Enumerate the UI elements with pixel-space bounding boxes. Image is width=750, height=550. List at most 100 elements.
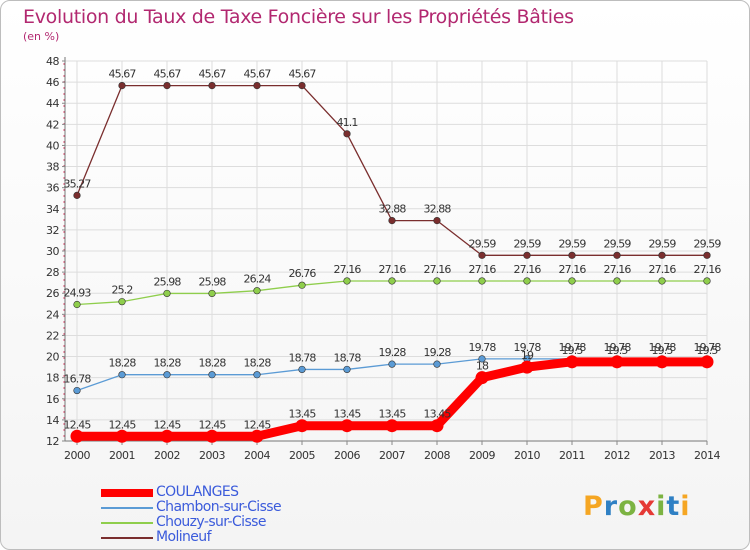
data-label: 19.5 [697, 344, 719, 357]
data-label: 45.67 [154, 68, 182, 81]
data-label: 27.16 [559, 263, 587, 276]
data-label: 18.28 [199, 357, 227, 370]
y-tick-label: 28 [46, 266, 59, 279]
data-label: 45.67 [109, 68, 137, 81]
data-label: 12.45 [244, 418, 272, 431]
y-tick-label: 40 [46, 139, 59, 152]
point-coulanges [385, 419, 399, 433]
legend-swatch [101, 507, 153, 509]
point-series-2 [118, 298, 126, 306]
point-series-1 [253, 371, 261, 379]
y-tick-label: 42 [46, 118, 59, 131]
point-series-3 [658, 251, 666, 259]
legend-swatch [101, 537, 153, 539]
logo-letter: o [618, 491, 638, 522]
data-label: 18 [476, 360, 489, 373]
data-label: 18.28 [109, 357, 137, 370]
x-tick-label: 2009 [469, 449, 495, 462]
x-tick-label: 2008 [424, 449, 450, 462]
logo-letter: x [637, 491, 657, 522]
x-tick-label: 2001 [109, 449, 135, 462]
data-label: 45.67 [199, 68, 227, 81]
legend-swatch [101, 522, 153, 524]
data-label: 27.16 [424, 263, 452, 276]
y-tick-label: 30 [46, 245, 59, 258]
point-coulanges [70, 429, 84, 443]
x-tick-label: 2003 [199, 449, 225, 462]
series-group [70, 81, 714, 443]
point-series-2 [73, 300, 81, 309]
point-series-3 [478, 251, 486, 259]
point-series-3 [523, 251, 531, 259]
data-label: 13.45 [334, 408, 362, 421]
data-label: 27.16 [469, 263, 497, 276]
point-series-3 [298, 81, 306, 90]
logo-letter: r [603, 491, 619, 522]
x-tick-label: 2004 [244, 449, 270, 462]
y-axis-ticks: 12 14 16 18 20 22 24 26 28 30 32 34 36 38 40 42 44 46 48 [46, 55, 65, 448]
data-label: 12.45 [109, 418, 137, 431]
point-series-3 [343, 130, 351, 138]
data-label: 26.76 [289, 267, 317, 280]
data-label: 27.16 [379, 263, 407, 276]
logo-letter: i [680, 491, 691, 522]
data-label: 26.24 [244, 273, 272, 286]
data-label: 19.78 [514, 341, 542, 354]
point-series-2 [703, 277, 711, 285]
legend-label: Chouzy-sur-Cisse [156, 514, 266, 530]
point-coulanges [250, 429, 264, 443]
y-tick-label: 24 [46, 308, 59, 321]
point-series-2 [298, 281, 306, 289]
axes [63, 57, 707, 442]
data-label: 25.98 [199, 275, 227, 288]
point-series-2 [343, 277, 351, 285]
y-tick-label: 32 [46, 224, 59, 237]
x-tick-label: 2002 [154, 449, 180, 462]
data-label: 32.88 [379, 203, 407, 216]
point-series-1 [343, 365, 351, 374]
data-label: 29.59 [604, 237, 632, 250]
point-coulanges [295, 419, 309, 433]
y-tick-label: 18 [46, 372, 59, 385]
data-label: 19.78 [604, 341, 632, 354]
x-tick-label: 2005 [289, 449, 315, 462]
point-series-2 [433, 277, 441, 285]
point-series-1 [298, 365, 306, 374]
point-series-2 [388, 277, 396, 285]
point-series-1 [478, 355, 486, 363]
data-label: 29.59 [469, 237, 497, 250]
point-coulanges [520, 360, 534, 374]
y-tick-label: 26 [46, 287, 59, 300]
point-series-2 [658, 277, 666, 285]
data-label: 19.78 [469, 341, 497, 354]
data-label: 27.16 [649, 263, 677, 276]
data-label: 27.16 [514, 263, 542, 276]
point-series-3 [613, 251, 621, 259]
point-series-2 [208, 289, 216, 298]
point-coulanges [340, 419, 354, 433]
data-label: 27.16 [694, 263, 722, 276]
point-series-2 [613, 277, 621, 285]
logo-letter: t [666, 491, 681, 522]
point-series-3 [433, 217, 441, 225]
point-coulanges [655, 355, 669, 369]
data-label: 29.59 [694, 237, 722, 250]
x-tick-label: 2011 [559, 449, 585, 462]
data-label: 19.28 [424, 346, 452, 359]
data-label: 19.78 [649, 341, 677, 354]
point-coulanges [700, 355, 714, 369]
point-coulanges [430, 419, 444, 433]
data-label: 18.78 [334, 351, 362, 364]
y-tick-label: 16 [46, 393, 59, 406]
point-series-2 [163, 289, 171, 298]
logo-letter: P [583, 491, 604, 522]
x-tick-label: 2012 [604, 449, 630, 462]
data-label: 12.45 [64, 418, 92, 431]
x-axis-ticks: 2000 2001 2002 2003 2004 2005 2006 2007 2008 2009… [64, 441, 721, 462]
data-label: 19.78 [694, 341, 722, 354]
data-label: 12.45 [199, 418, 227, 431]
point-series-2 [568, 277, 576, 285]
x-tick-label: 2007 [379, 449, 405, 462]
legend-label: Chambon-sur-Cisse [156, 499, 282, 515]
point-series-1 [163, 371, 171, 379]
